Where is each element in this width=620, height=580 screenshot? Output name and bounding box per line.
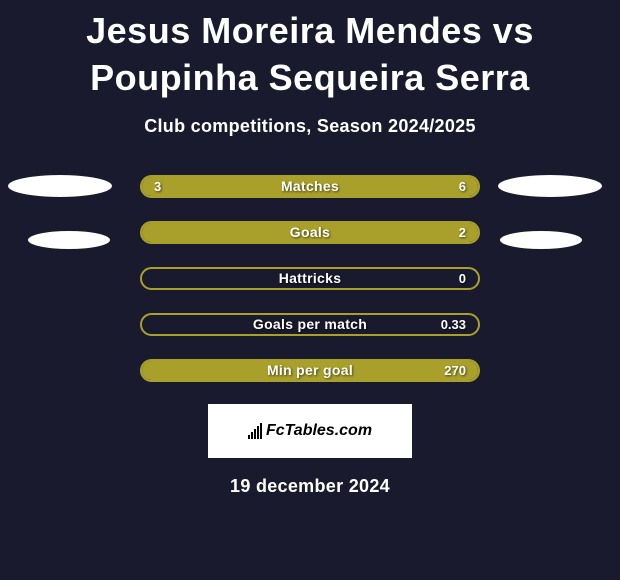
stat-value-right: 6 [459, 179, 466, 194]
stat-bar: Goals 2 [140, 221, 480, 244]
footer-brand-text: FcTables.com [266, 422, 372, 440]
page-title: Jesus Moreira Mendes vs Poupinha Sequeir… [0, 8, 620, 102]
stat-rows: 3 Matches 6 Goals 2 Hattricks 0 Goals per match… [0, 175, 620, 382]
stat-row: Min per goal 270 [0, 359, 620, 382]
footer-brand-box: FcTables.com [208, 404, 412, 458]
logo-bars-icon [248, 423, 262, 439]
stat-label: Goals per match [253, 316, 367, 332]
subtitle: Club competitions, Season 2024/2025 [0, 116, 620, 137]
stat-value-left: 3 [154, 179, 161, 194]
stat-value-right: 0.33 [441, 317, 466, 332]
player-ellipse-left [8, 175, 112, 197]
player-ellipse-left [28, 231, 110, 249]
stat-row: Goals 2 [0, 221, 620, 244]
stat-label: Goals [290, 224, 330, 240]
stat-label: Matches [281, 178, 339, 194]
date-text: 19 december 2024 [0, 476, 620, 497]
bar-content: Goals 2 [142, 223, 478, 242]
stat-value-right: 270 [444, 363, 466, 378]
stat-row: Hattricks 0 [0, 267, 620, 290]
stat-label: Min per goal [267, 362, 353, 378]
bar-content: Hattricks 0 [142, 269, 478, 288]
stat-bar: Goals per match 0.33 [140, 313, 480, 336]
bar-content: Goals per match 0.33 [142, 315, 478, 334]
stat-value-right: 0 [459, 271, 466, 286]
stat-bar: Min per goal 270 [140, 359, 480, 382]
stat-bar: 3 Matches 6 [140, 175, 480, 198]
stat-value-right: 2 [459, 225, 466, 240]
stat-row: 3 Matches 6 [0, 175, 620, 198]
player-ellipse-right [500, 231, 582, 249]
stat-row: Goals per match 0.33 [0, 313, 620, 336]
infographic-container: Jesus Moreira Mendes vs Poupinha Sequeir… [0, 0, 620, 497]
stat-label: Hattricks [279, 270, 342, 286]
bar-content: 3 Matches 6 [142, 177, 478, 196]
stat-bar: Hattricks 0 [140, 267, 480, 290]
bar-content: Min per goal 270 [142, 361, 478, 380]
player-ellipse-right [498, 175, 602, 197]
